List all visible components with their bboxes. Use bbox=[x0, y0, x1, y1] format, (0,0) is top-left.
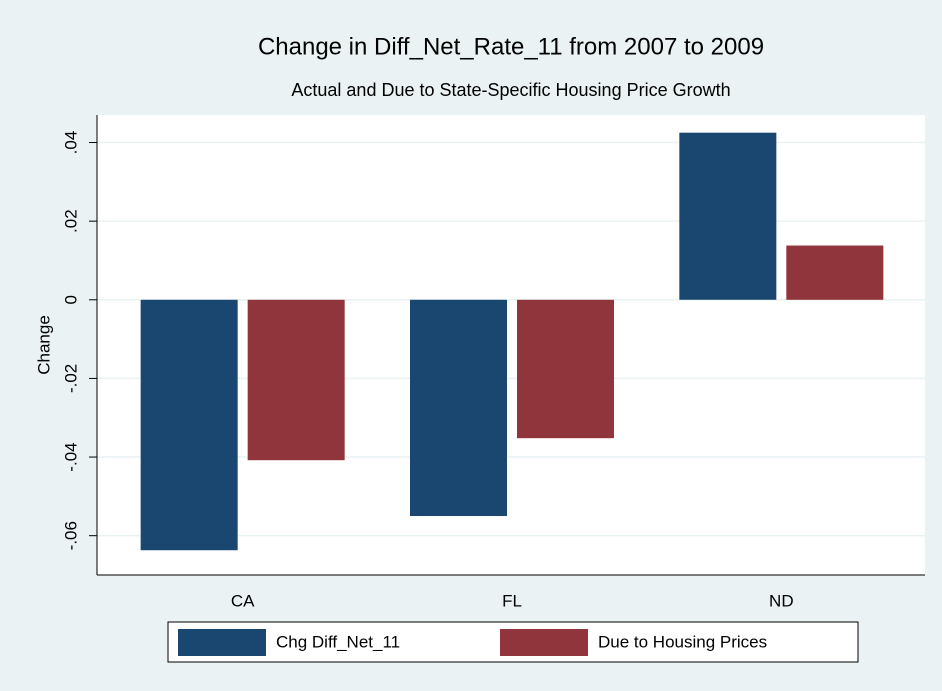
chart-title: Change in Diff_Net_Rate_11 from 2007 to … bbox=[258, 33, 764, 60]
y-tick-label: 0 bbox=[61, 295, 80, 304]
chart-subtitle: Actual and Due to State-Specific Housing… bbox=[291, 80, 730, 100]
y-tick-label: .02 bbox=[61, 209, 80, 233]
bar bbox=[679, 132, 777, 300]
legend-label: Due to Housing Prices bbox=[598, 632, 767, 651]
legend-label: Chg Diff_Net_11 bbox=[276, 632, 400, 651]
x-tick-label: ND bbox=[769, 591, 794, 610]
y-tick-label: .04 bbox=[61, 131, 80, 155]
y-tick-label: -.02 bbox=[61, 364, 80, 393]
bar bbox=[517, 299, 614, 439]
bar bbox=[140, 299, 238, 551]
y-tick-label: -.04 bbox=[61, 442, 80, 471]
legend-swatch bbox=[178, 629, 266, 656]
bar bbox=[410, 299, 507, 517]
y-tick-label: -.06 bbox=[61, 521, 80, 550]
y-axis-title: Change bbox=[34, 315, 53, 375]
x-tick-label: CA bbox=[231, 591, 255, 610]
legend-swatch bbox=[500, 629, 588, 656]
x-tick-label: FL bbox=[502, 591, 522, 610]
bar bbox=[247, 299, 345, 461]
bar bbox=[786, 245, 884, 300]
